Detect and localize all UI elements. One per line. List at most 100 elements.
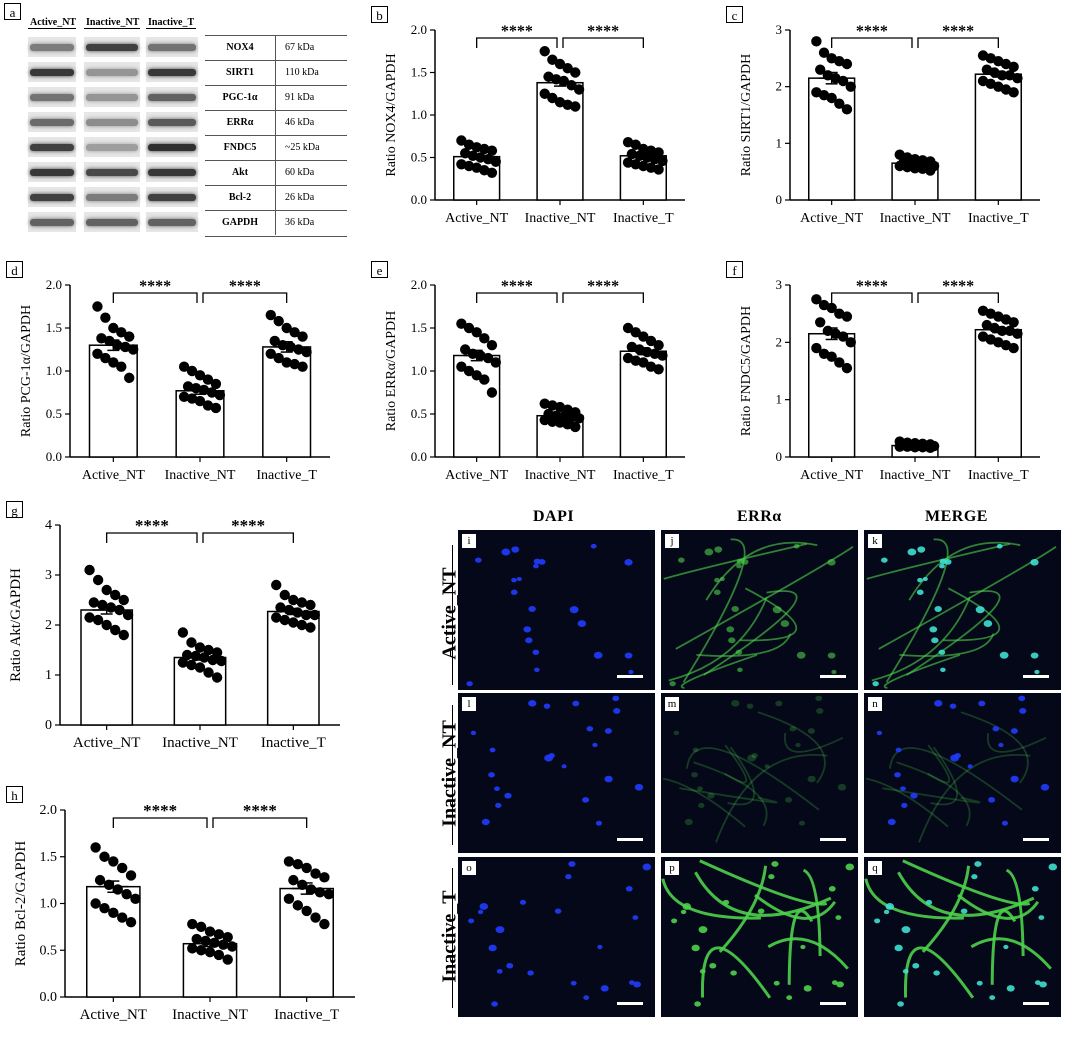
cell-nucleus (976, 980, 983, 986)
cell-fiber (701, 946, 772, 999)
data-point (194, 642, 206, 653)
blot-band (148, 169, 196, 176)
cell-nucleus (907, 548, 917, 556)
cell-nucleus (595, 820, 603, 826)
data-point (88, 597, 100, 608)
blot-band (86, 169, 138, 176)
data-point (216, 655, 227, 667)
cell-fiber (921, 865, 971, 953)
cell-fiber (927, 744, 951, 784)
cell-nucleus (836, 981, 844, 988)
cell-nucleus (489, 747, 496, 753)
cell-nucleus (1006, 985, 1015, 992)
cell-nucleus (934, 606, 942, 613)
data-point (90, 842, 101, 853)
data-point (653, 364, 664, 375)
x-tick-label: Inactive_T (274, 1007, 339, 1023)
data-point (539, 88, 550, 99)
data-point (811, 294, 822, 305)
molecular-weight: ~25 kDa (285, 142, 320, 153)
cell-nucleus (751, 752, 758, 759)
data-point (116, 327, 127, 338)
cell-fiber (904, 946, 975, 999)
data-point (296, 619, 308, 631)
significance-label: **** (229, 278, 261, 295)
data-point (490, 357, 501, 368)
molecular-weight: 36 kDa (285, 217, 315, 228)
cell-nucleus (827, 652, 836, 659)
y-tick-label: 0 (776, 449, 783, 464)
blot-table-row: Bcl-2 26 kDa (205, 185, 347, 211)
data-point (834, 357, 845, 368)
data-point (463, 365, 475, 377)
data-point (486, 167, 498, 178)
cell-nucleus (699, 969, 706, 974)
blot-lane-box (84, 87, 140, 107)
y-tick-label: 2.0 (40, 803, 58, 818)
cell-nucleus (816, 707, 824, 714)
cell-nucleus (746, 703, 754, 709)
data-point (653, 340, 664, 351)
significance-bracket (106, 532, 198, 543)
data-point (1012, 72, 1023, 84)
blot-lane-box (28, 162, 76, 182)
blot-band (86, 94, 138, 101)
cell-nucleus (768, 874, 775, 880)
cell-nucleus (671, 918, 678, 924)
data-point (187, 918, 198, 930)
scale-bar (617, 838, 643, 841)
data-point (841, 58, 853, 70)
cell-nucleus (897, 1001, 904, 1007)
blot-lane-box (28, 137, 76, 157)
cell-nucleus (613, 707, 621, 714)
data-point (124, 372, 135, 384)
data-point (110, 624, 121, 636)
significance-label: **** (135, 516, 169, 535)
significance-label: **** (587, 278, 619, 295)
data-point (925, 442, 936, 454)
row-bracket (452, 705, 453, 845)
y-tick-label: 2.0 (411, 277, 427, 292)
blot-lane-box (84, 62, 140, 82)
data-point (108, 856, 119, 867)
cell-nucleus (1038, 915, 1045, 920)
data-point (99, 851, 110, 862)
blot-lane-box (84, 37, 140, 57)
cell-nucleus (807, 728, 815, 734)
data-point (182, 381, 194, 392)
cell-nucleus (495, 802, 502, 808)
bar (453, 354, 501, 458)
blot-band (30, 169, 74, 176)
significance-bracket (562, 292, 644, 303)
blot-lane-box (146, 62, 198, 82)
cell-nucleus (933, 970, 940, 976)
data-point (638, 357, 649, 368)
data-point (570, 421, 581, 433)
data-point (547, 54, 558, 65)
cell-fiber (902, 859, 1031, 906)
tile-label: j (665, 534, 679, 548)
cell-nucleus (992, 726, 1000, 732)
data-point (222, 931, 233, 943)
cell-nucleus (1010, 775, 1019, 783)
cell-nucleus (967, 764, 973, 769)
cell-fiber (878, 545, 1057, 650)
cell-fiber (767, 937, 849, 970)
y-tick-label: 1.5 (40, 850, 58, 865)
blot-band (148, 94, 196, 101)
cell-nucleus (678, 557, 685, 563)
cell-nucleus (894, 772, 901, 778)
cell-nucleus (691, 772, 698, 778)
cell-fiber (897, 871, 1035, 917)
data-point (194, 662, 206, 673)
cell-nucleus (793, 543, 800, 549)
blot-lane-box (84, 112, 140, 132)
data-point (110, 589, 121, 601)
y-tick-label: 1 (776, 135, 783, 150)
cell-nucleus (713, 589, 721, 595)
y-tick-label: 3 (776, 277, 783, 292)
data-point (319, 918, 330, 930)
cell-nucleus (775, 700, 783, 707)
significance-bracket (202, 532, 294, 543)
data-point (297, 361, 308, 372)
